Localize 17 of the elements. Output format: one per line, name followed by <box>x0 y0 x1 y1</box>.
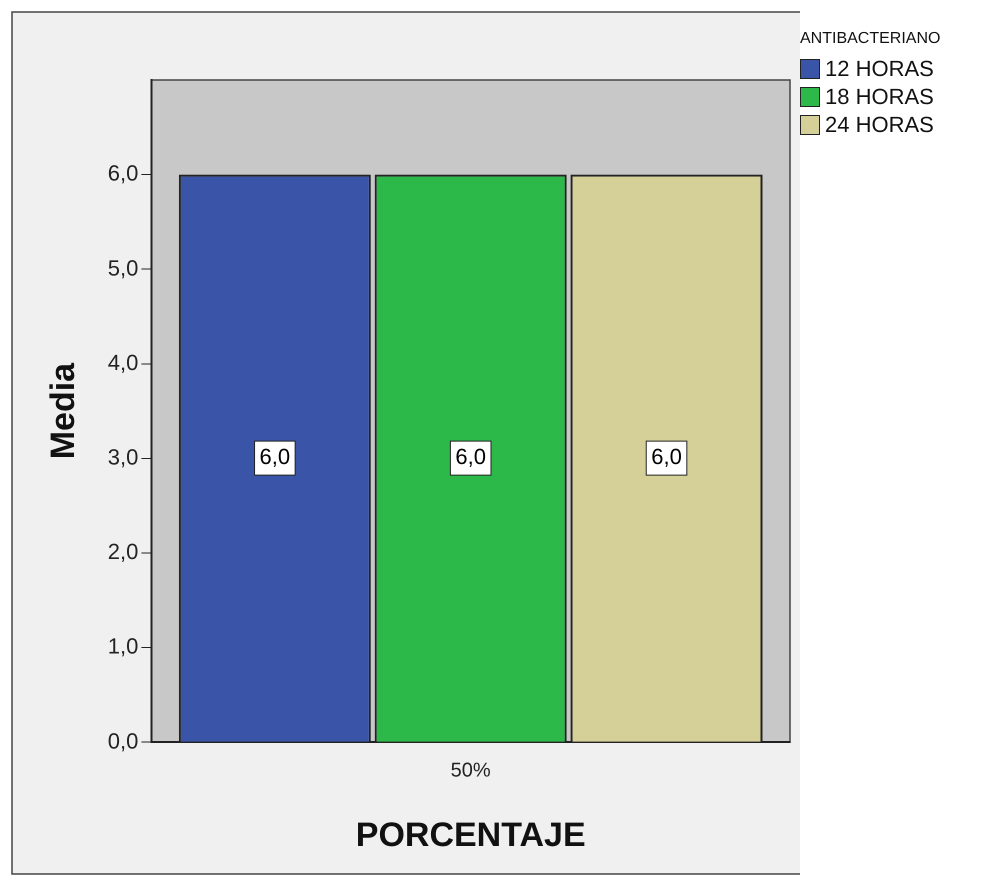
data-label: 6,0 <box>455 444 486 470</box>
text: 12 HORAS <box>825 56 934 82</box>
legend-title: ANTIBACTERIANO <box>800 30 940 48</box>
y-tick-label: 2,0 <box>108 539 138 564</box>
y-axis-title: Media <box>44 362 82 460</box>
y-tick-label: 5,0 <box>108 255 138 280</box>
y-tick-label: 3,0 <box>108 444 138 470</box>
y-tick-label: 4,0 <box>108 350 138 375</box>
legend-label: 24 HORAS <box>825 112 934 138</box>
data-label: 6,0 <box>260 444 290 470</box>
x-axis-title: PORCENTAJE <box>356 816 586 854</box>
legend-label: 18 HORAS <box>825 84 934 110</box>
data-label: 6,0 <box>651 444 682 470</box>
y-tick-label: 0,0 <box>108 728 138 754</box>
y-tick-label: 1,0 <box>108 634 138 659</box>
x-tick-label: 50% <box>450 760 491 782</box>
y-tick-label: 6,0 <box>108 160 138 186</box>
